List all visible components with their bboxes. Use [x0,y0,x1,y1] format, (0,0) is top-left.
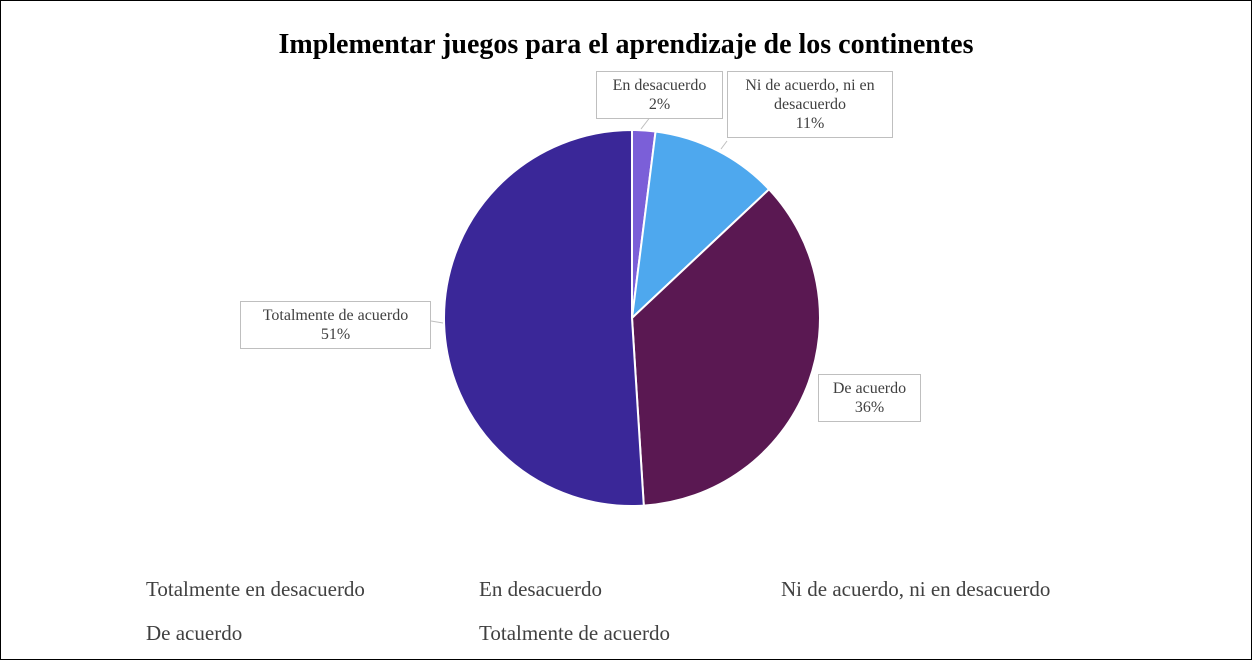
data-label: Totalmente de acuerdo 51% [240,301,431,349]
legend-label: Totalmente de acuerdo [479,621,670,645]
data-label-value: 36% [854,399,885,416]
data-label-name: Totalmente de acuerdo [262,307,409,324]
legend-label: De acuerdo [146,621,243,645]
legend-label: Ni de acuerdo, ni en desacuerdo [781,577,1051,601]
pie-slice [443,128,645,507]
legend-item: De acuerdo [146,621,242,646]
leader-line [430,320,444,324]
legend-item: Totalmente en desacuerdo [146,577,365,602]
data-label-value: 2% [648,96,671,113]
data-label: En desacuerdo 2% [596,71,723,119]
data-label-value: 11% [795,115,825,132]
legend-label: En desacuerdo [479,577,603,601]
data-label-value: 51% [320,326,351,343]
legend-label: Totalmente en desacuerdo [146,577,365,601]
data-label-name: En desacuerdo [612,77,707,94]
chart-title: Implementar juegos para el aprendizaje d… [278,29,974,60]
legend-item: Totalmente de acuerdo [479,621,670,646]
leader-line [720,140,728,150]
data-label: De acuerdo 36% [818,374,921,422]
legend-item: Ni de acuerdo, ni en desacuerdo [781,577,1050,602]
data-label: Ni de acuerdo, ni en desacuerdo 11% [727,71,893,138]
pie-slice [630,187,821,507]
data-label-name: De acuerdo [832,380,907,397]
data-label-name: Ni de acuerdo, ni en desacuerdo [745,77,875,113]
pie-slice [630,130,771,321]
legend-item: En desacuerdo [479,577,602,602]
